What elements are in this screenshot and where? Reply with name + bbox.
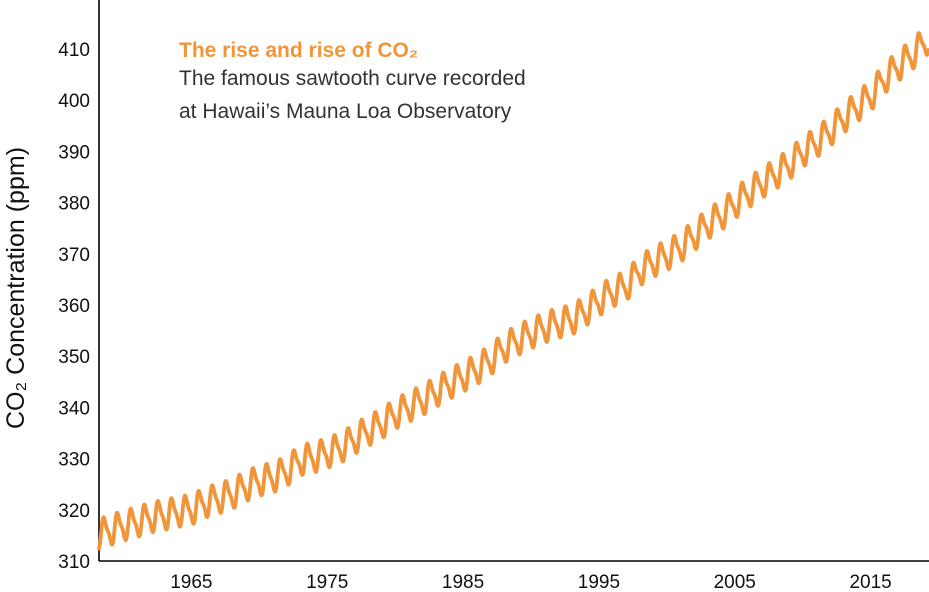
y-tick-label: 310 — [58, 552, 90, 573]
y-tick-label: 330 — [58, 450, 90, 471]
x-tick-labels: 1965 1975 1985 1995 2005 2015 — [170, 572, 891, 592]
chart-subtitle-line-1: The famous sawtooth curve recorded — [179, 67, 526, 90]
y-axis-title: CO₂ Concentration (ppm) — [2, 147, 30, 429]
chart-title: The rise and rise of CO₂ — [179, 39, 418, 62]
y-tick-label: 400 — [58, 91, 90, 112]
x-tick-label: 1995 — [578, 572, 620, 592]
y-tick-label: 370 — [58, 245, 90, 266]
x-tick-label: 2005 — [714, 572, 756, 592]
x-tick-label: 2015 — [849, 572, 891, 592]
y-tick-label: 390 — [58, 142, 90, 163]
y-tick-label: 340 — [58, 398, 90, 419]
y-tick-label: 350 — [58, 347, 90, 368]
x-tick-label: 1975 — [306, 572, 348, 592]
y-tick-label: 320 — [58, 501, 90, 522]
chart-subtitle-line-2: at Hawaii’s Mauna Loa Observatory — [179, 100, 512, 123]
co2-series-line — [97, 31, 929, 551]
y-tick-label: 360 — [58, 296, 90, 317]
y-tick-labels: 310 320 330 340 350 360 370 380 390 400 410 — [58, 40, 90, 573]
x-tick-label: 1965 — [170, 572, 212, 592]
x-tick-label: 1985 — [442, 572, 484, 592]
y-tick-label: 380 — [58, 194, 90, 215]
y-tick-label: 410 — [58, 40, 90, 61]
